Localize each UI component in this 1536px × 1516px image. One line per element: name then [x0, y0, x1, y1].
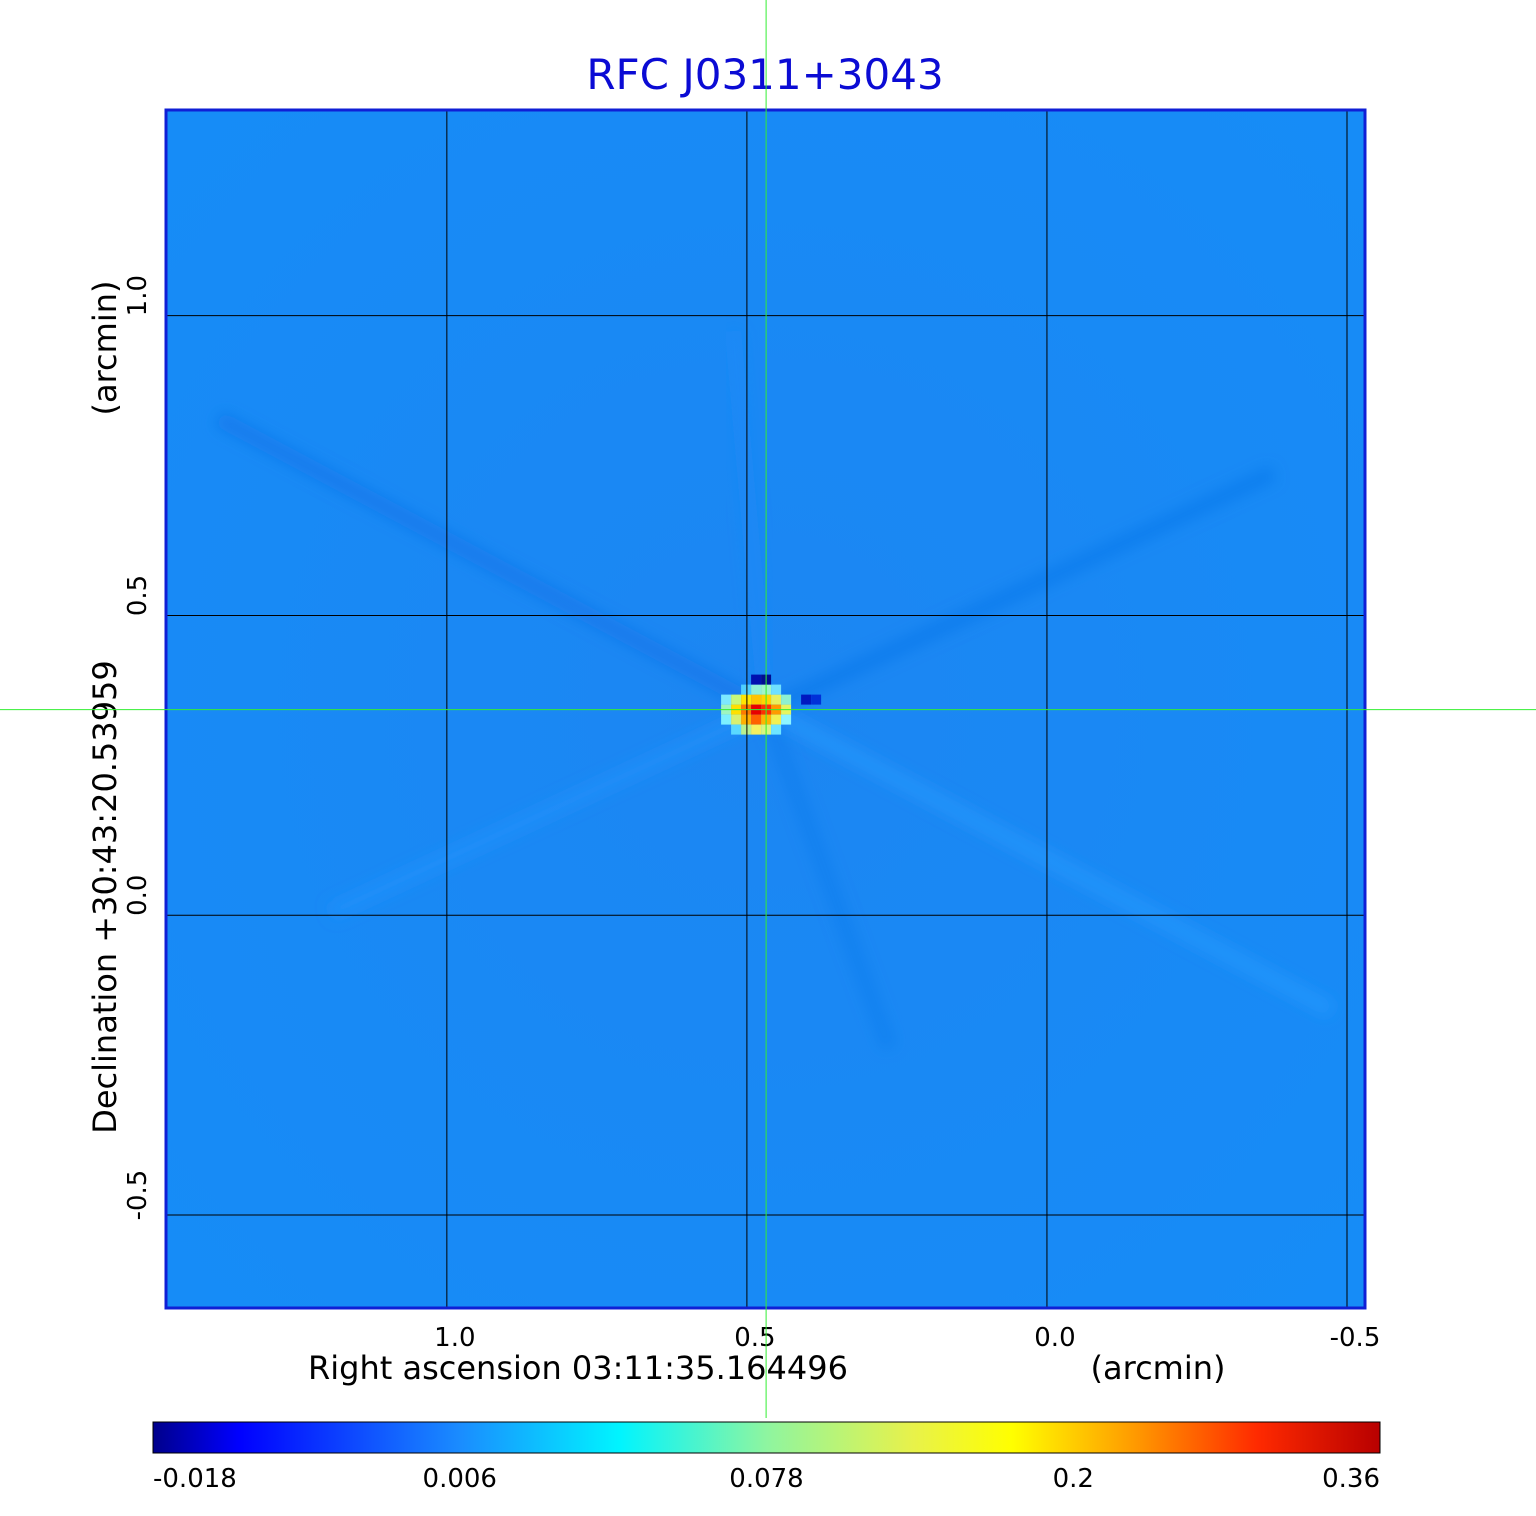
beam-sidelobes [214, 330, 1335, 1051]
x-axis-ticks: 1.0 0.5 0.0 -0.5 [434, 1323, 1380, 1353]
source-pixel [751, 674, 762, 685]
coordinate-grid [166, 110, 1365, 1308]
source-pixel [751, 684, 762, 695]
x-tick-label: 0.5 [734, 1323, 775, 1353]
source-pixel [741, 714, 752, 725]
sidelobe-streak [725, 330, 775, 711]
source-pixel [771, 684, 782, 695]
source-pixel [781, 714, 792, 725]
source-pixel [771, 714, 782, 725]
colorbar-ticks: -0.018 0.006 0.078 0.2 0.36 [153, 1464, 1380, 1494]
source-pixel [751, 694, 762, 705]
colorbar-tick-label: 0.078 [729, 1464, 803, 1494]
source-pixel [741, 694, 752, 705]
colorbar-gradient [152, 1421, 1381, 1454]
source-pixel [781, 694, 792, 705]
crosshair [0, 0, 1536, 1418]
colorbar: -0.018 0.006 0.078 0.2 0.36 [152, 1421, 1381, 1494]
colorbar-tick-label: 0.006 [423, 1464, 497, 1494]
y-tick-label: 0.5 [123, 575, 153, 616]
source-pixel [751, 714, 762, 725]
y-tick-label: 0.0 [123, 875, 153, 916]
source-pixel [731, 714, 742, 725]
y-tick-label: 1.0 [123, 275, 153, 316]
y-axis-ticks: 1.0 0.5 0.0 -0.5 [123, 275, 153, 1220]
source-pixel [771, 724, 782, 735]
chart-title: RFC J0311+3043 [586, 50, 943, 99]
x-tick-label: -0.5 [1330, 1323, 1381, 1353]
x-tick-label: 1.0 [434, 1323, 475, 1353]
y-axis-label: Declination +30:43:20.53959 [86, 660, 124, 1134]
x-axis-label: Right ascension 03:11:35.164496 [308, 1349, 848, 1387]
source-pixel [731, 724, 742, 735]
colorbar-tick-label: 0.2 [1053, 1464, 1094, 1494]
y-tick-label: -0.5 [123, 1170, 153, 1221]
sidelobe-streak [758, 706, 897, 1051]
sidelobe-streak [327, 702, 770, 920]
x-tick-label: 0.0 [1034, 1323, 1075, 1353]
source-pixel [771, 694, 782, 705]
y-axis-unit: (arcmin) [86, 281, 124, 416]
source-pixel [721, 694, 732, 705]
plot-frame [164, 108, 1367, 1310]
source-pixel [731, 694, 742, 705]
sidelobe-streak [762, 702, 1335, 1018]
source-pixel [801, 694, 812, 705]
source-pixel [811, 694, 822, 705]
colorbar-tick-label: 0.36 [1322, 1464, 1380, 1494]
x-axis-unit: (arcmin) [1091, 1349, 1226, 1387]
sidelobe-streak [762, 465, 1278, 717]
source-pixel [741, 724, 752, 735]
source-pixel [721, 714, 732, 725]
source-pixel [741, 684, 752, 695]
colorbar-tick-label: -0.018 [153, 1464, 237, 1494]
sidelobe-streak [214, 411, 770, 717]
source-pixel [751, 724, 762, 735]
plot-area [164, 108, 1367, 1310]
